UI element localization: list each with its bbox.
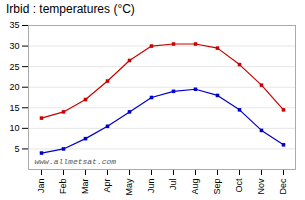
- svg-text:5: 5: [14, 144, 19, 154]
- svg-text:Aug: Aug: [190, 179, 200, 195]
- svg-text:Jan: Jan: [36, 179, 46, 194]
- svg-text:35: 35: [9, 20, 19, 30]
- svg-text:May: May: [124, 178, 134, 196]
- svg-text:30: 30: [9, 41, 19, 51]
- svg-text:25: 25: [9, 62, 19, 72]
- svg-text:Jun: Jun: [146, 179, 156, 194]
- svg-text:Feb: Feb: [58, 179, 68, 195]
- svg-text:20: 20: [9, 82, 19, 92]
- svg-text:Oct: Oct: [234, 178, 244, 193]
- svg-text:10: 10: [9, 123, 19, 133]
- svg-text:15: 15: [9, 103, 19, 113]
- svg-text:Jul: Jul: [168, 179, 178, 191]
- svg-text:Dec: Dec: [278, 178, 288, 195]
- svg-text:Nov: Nov: [256, 178, 266, 195]
- svg-text:Apr: Apr: [102, 179, 112, 193]
- html-text:Irbid : temperatures (°C): Irbid : temperatures (°C): [6, 2, 135, 16]
- svg-text:www.allmetsat.com: www.allmetsat.com: [35, 157, 117, 166]
- svg-text:Mar: Mar: [80, 178, 90, 194]
- svg-text:Sep: Sep: [212, 179, 222, 195]
